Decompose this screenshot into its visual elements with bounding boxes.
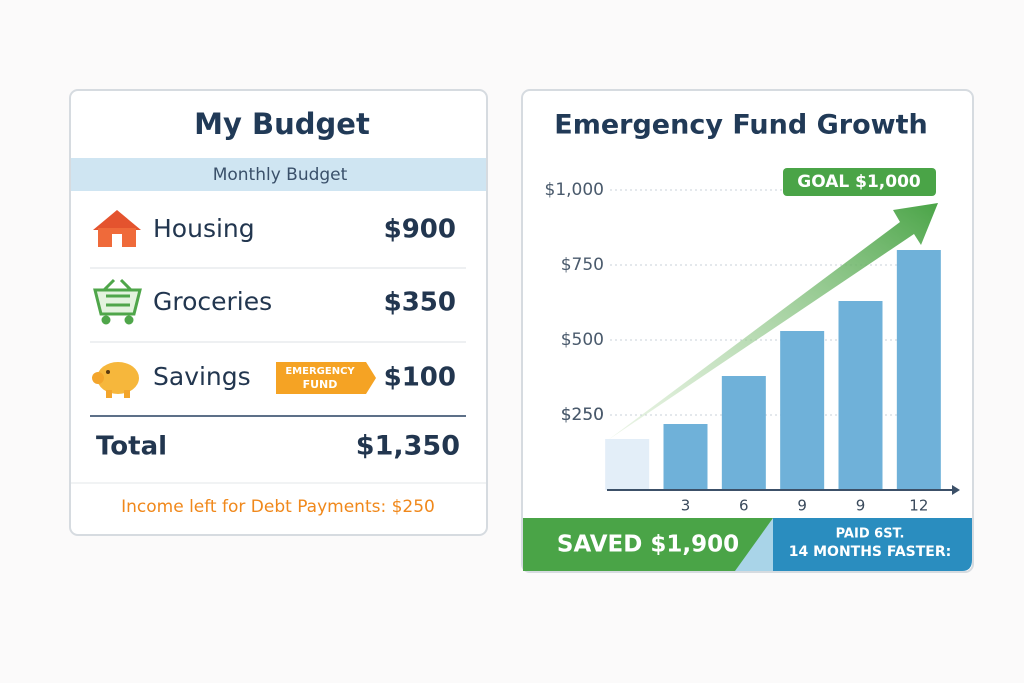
budget-card bbox=[69, 89, 488, 536]
row-label: Housing bbox=[153, 214, 255, 243]
row-amount: $350 bbox=[384, 288, 456, 318]
y-tick-label: $1,000 bbox=[545, 180, 604, 200]
piggy-icon bbox=[92, 362, 139, 398]
axis-arrow bbox=[952, 485, 960, 495]
subtitle-band bbox=[71, 158, 486, 191]
y-tick-label: $500 bbox=[561, 330, 604, 350]
saved-banner bbox=[523, 518, 773, 571]
y-tick-label: $250 bbox=[561, 405, 604, 425]
x-tick-label: 6 bbox=[739, 497, 749, 515]
badge bbox=[276, 362, 376, 394]
y-tick-label: $750 bbox=[561, 255, 604, 275]
paid-label: PAID 6ST. bbox=[836, 527, 905, 542]
budget-subtitle: Monthly Budget bbox=[213, 165, 348, 185]
row-label: Groceries bbox=[153, 287, 272, 316]
x-tick-label: 9 bbox=[856, 497, 866, 515]
row-label: Savings bbox=[153, 362, 251, 391]
budget-title: My Budget bbox=[194, 107, 370, 141]
bar bbox=[896, 250, 941, 490]
chart-title: Emergency Fund Growth bbox=[554, 110, 927, 141]
row-amount: $900 bbox=[384, 215, 456, 245]
goal-label: GOAL $1,000 bbox=[797, 172, 921, 192]
x-tick-label: 9 bbox=[797, 497, 807, 515]
growth-arrow bbox=[608, 203, 938, 440]
budget-note: Income left for Debt Payments: $250 bbox=[121, 497, 435, 517]
saved-label: SAVED $1,900 bbox=[557, 532, 739, 558]
banner-join bbox=[735, 518, 773, 571]
x-tick-label: 12 bbox=[909, 497, 928, 515]
bar bbox=[663, 424, 708, 490]
total-label: Total bbox=[96, 432, 167, 462]
paid-label: 14 MONTHS FASTER: bbox=[789, 544, 952, 560]
house-icon bbox=[93, 210, 141, 247]
x-tick-label: 3 bbox=[681, 497, 691, 515]
badge-text: FUND bbox=[303, 378, 338, 391]
bar bbox=[838, 301, 883, 490]
total-amount: $1,350 bbox=[356, 431, 460, 462]
paid-banner bbox=[773, 518, 972, 571]
row-amount: $100 bbox=[384, 363, 456, 393]
y-tick-label: $250 bbox=[561, 405, 604, 425]
bar bbox=[780, 331, 825, 490]
basket-icon bbox=[93, 278, 142, 325]
goal-badge bbox=[783, 168, 936, 196]
badge-text: EMERGENCY bbox=[285, 366, 355, 377]
bar bbox=[605, 439, 650, 490]
bar bbox=[721, 376, 766, 490]
